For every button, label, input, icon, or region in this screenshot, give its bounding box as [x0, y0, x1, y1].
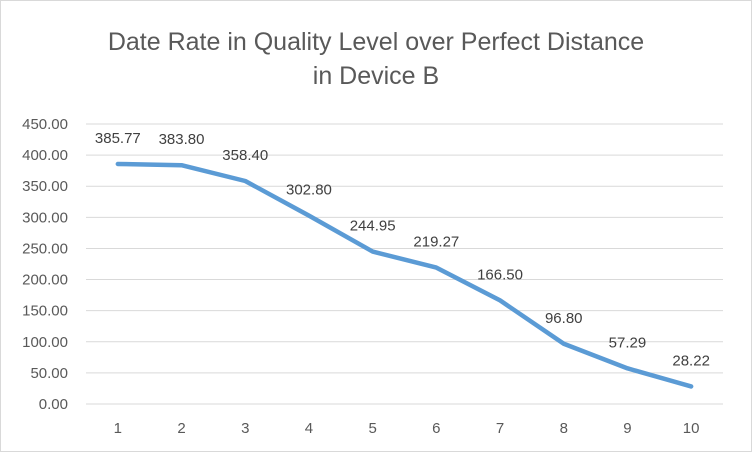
chart-title-line-1: Date Rate in Quality Level over Perfect …: [107, 28, 645, 56]
y-tick-label: 450.00: [22, 116, 68, 133]
y-tick-label: 150.00: [22, 303, 68, 320]
x-tick-label: 1: [114, 420, 122, 437]
data-label: 358.40: [222, 147, 268, 164]
y-tick-label: 200.00: [22, 272, 68, 289]
y-tick-label: 0.00: [39, 396, 68, 413]
chart-title-line-2: in Device B: [312, 62, 440, 90]
y-tick-label: 300.00: [22, 209, 68, 226]
y-tick-label: 100.00: [22, 334, 68, 351]
x-tick-label: 2: [177, 420, 185, 437]
x-tick-label: 4: [305, 420, 313, 437]
x-tick-label: 10: [683, 420, 700, 437]
y-tick-label: 50.00: [30, 365, 68, 382]
x-tick-label: 6: [432, 420, 440, 437]
data-label: 383.80: [159, 131, 205, 148]
data-label: 28.22: [672, 352, 710, 369]
y-tick-label: 400.00: [22, 147, 68, 164]
x-tick-label: 7: [496, 420, 504, 437]
y-tick-label: 250.00: [22, 240, 68, 257]
data-label: 57.29: [609, 334, 647, 351]
x-axis-ticks: 1 2 3 4 5 6 7 8 9 10: [114, 420, 700, 437]
x-tick-label: 8: [560, 420, 568, 437]
gridlines: [86, 123, 723, 405]
data-label: 385.77: [95, 130, 141, 147]
x-tick-label: 3: [241, 420, 249, 437]
x-tick-label: 5: [368, 420, 376, 437]
series: [115, 161, 694, 389]
data-label: 96.80: [545, 310, 583, 327]
data-label: 302.80: [286, 182, 332, 199]
chart-title: Date Rate in Quality Level over Perfect …: [1, 25, 751, 93]
y-axis-ticks: 0.00 50.00 100.00 150.00 200.00 250.00 300.00 3…: [22, 116, 68, 413]
data-labels: 385.77 383.80 358.40 302.80 244.95 219.27 166.…: [95, 130, 710, 369]
data-label: 219.27: [413, 234, 459, 251]
x-tick-label: 9: [623, 420, 631, 437]
data-label: 244.95: [350, 218, 396, 235]
data-label: 166.50: [477, 266, 523, 283]
series-line: [115, 161, 694, 389]
y-tick-label: 350.00: [22, 178, 68, 195]
